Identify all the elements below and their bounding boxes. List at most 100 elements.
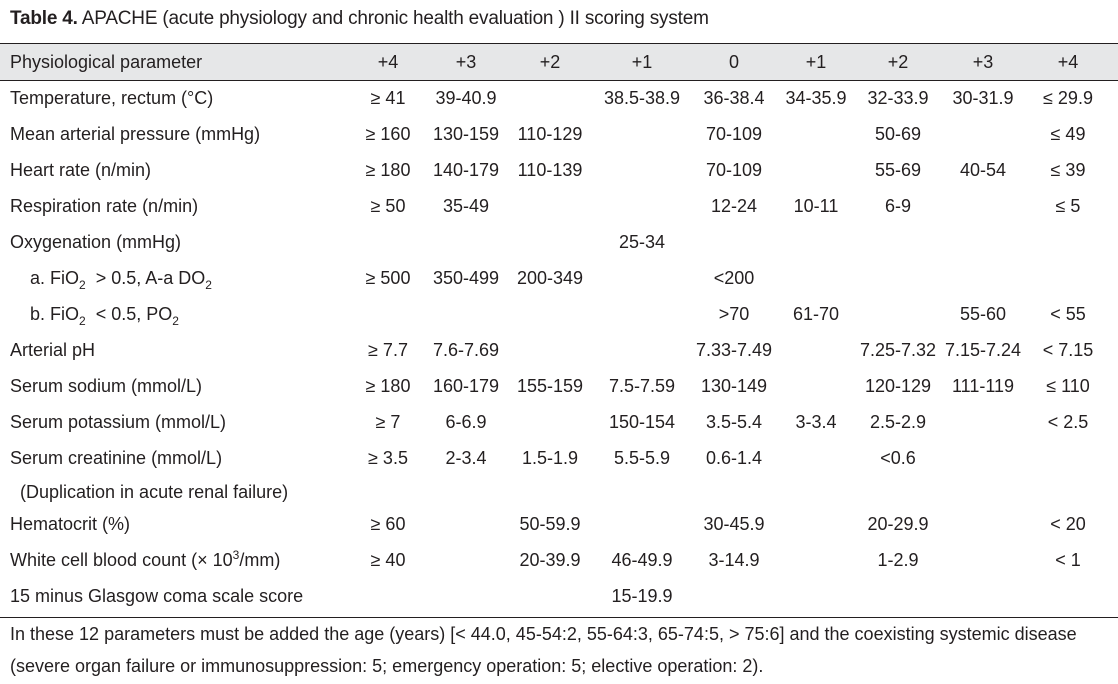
score-cell-plus2-high: 200-349 [516, 268, 584, 288]
bottom-rule [0, 617, 1118, 618]
score-cell-plus4-high: ≥ 500 [365, 268, 411, 288]
score-cell-plus2-high: 155-159 [516, 376, 584, 396]
table-row: Heart rate (n/min) ≥ 180 140-179 110-139 70-… [0, 152, 1118, 188]
score-cell-plus4-low: < 7.15 [1042, 340, 1094, 360]
score-cell-plus3-high: 2-3.4 [445, 448, 487, 468]
score-cell-zero: 12-24 [710, 196, 758, 216]
header-cell-plus4-high: +4 [377, 52, 399, 72]
header-cell-plus1-low: +1 [805, 52, 827, 72]
score-cell-plus4-low: < 1 [1055, 550, 1081, 570]
parameter-label: Mean arterial pressure (mmHg) [10, 124, 261, 144]
parameter-label: Temperature, rectum (°C) [10, 88, 214, 108]
score-cell-plus2-low: 55-69 [874, 160, 922, 180]
score-cell-plus3-low: 111-119 [951, 376, 1015, 396]
parameter-label: Serum potassium (mmol/L) [10, 412, 227, 432]
score-cell-zero: <200 [713, 268, 755, 288]
parameter-label: Arterial pH [10, 340, 96, 360]
parameter-label: a. FiO2 > 0.5, A-a DO2 [10, 268, 212, 292]
parameter-label: 15 minus Glasgow coma scale score [10, 586, 304, 606]
table-row: Mean arterial pressure (mmHg) ≥ 160 130-15… [0, 116, 1118, 152]
score-cell-plus1-low: 34-35.9 [785, 88, 847, 108]
score-cell-plus4-low: ≤ 5 [1055, 196, 1081, 216]
table-row: a. FiO2 > 0.5, A-a DO2 ≥ 500 350-499 200-34… [0, 260, 1118, 296]
score-cell-plus1-high: 150-154 [608, 412, 676, 432]
score-cell-plus2-low: 7.25-7.32 [859, 340, 937, 360]
score-cell-plus3-low: 55-60 [959, 304, 1007, 324]
parameter-label: White cell blood count (× 103/mm) [10, 548, 281, 570]
score-cell-zero: 7.33-7.49 [695, 340, 773, 360]
score-cell-plus2-low: 1-2.9 [877, 550, 919, 570]
score-cell-plus4-low: ≤ 110 [1046, 376, 1090, 396]
parameter-label: Serum creatinine (mmol/L) [10, 448, 223, 468]
header-cell-plus2-high: +2 [539, 52, 561, 72]
score-cell-zero: 0.6-1.4 [705, 448, 763, 468]
score-cell-plus4-high: ≥ 180 [365, 376, 411, 396]
table-row: Arterial pH ≥ 7.7 7.6-7.69 7.33-7.49 7.25-7.… [0, 332, 1118, 368]
score-cell-plus3-high: 39-40.9 [435, 88, 497, 108]
parameter-label: Hematocrit (%) [10, 514, 131, 534]
parameter-label: b. FiO2 < 0.5, PO2 [10, 304, 179, 328]
score-cell-plus1-low: 3-3.4 [795, 412, 837, 432]
table-footnote: In these 12 parameters must be added the… [10, 624, 1077, 676]
score-cell-plus4-high: ≥ 41 [370, 88, 406, 108]
table-row: Respiration rate (n/min) ≥ 50 35-49 12-24 10… [0, 188, 1118, 224]
header-cell-plus3-high: +3 [455, 52, 477, 72]
score-cell-plus3-low: 7.15-7.24 [944, 340, 1022, 360]
score-cell-plus1-low: 10-11 [793, 196, 839, 216]
header-rule [0, 80, 1118, 81]
score-cell-plus1-high: 25-34 [618, 232, 666, 252]
parameter-label: Heart rate (n/min) [10, 160, 152, 180]
table-row: 15 minus Glasgow coma scale score 15-19.9 [0, 578, 1118, 614]
table-row: Hematocrit (%) ≥ 60 50-59.9 30-45.9 20-29.9 <… [0, 506, 1118, 542]
score-cell-plus2-low: 2.5-2.9 [869, 412, 927, 432]
score-cell-plus3-high: 6-6.9 [445, 412, 487, 432]
header-row: Physiological parameter +4 +3 +2 +1 0 +1… [0, 44, 1118, 80]
table-row: Serum potassium (mmol/L) ≥ 7 6-6.9 150-154 3… [0, 404, 1118, 440]
score-cell-zero: 36-38.4 [703, 88, 765, 108]
score-cell-plus2-low: 32-33.9 [867, 88, 929, 108]
score-cell-plus2-high: 110-139 [517, 160, 583, 180]
score-cell-plus1-high: 15-19.9 [611, 586, 673, 606]
table-row: Serum sodium (mmol/L) ≥ 180 160-179 155-159… [0, 368, 1118, 404]
score-cell-plus4-high: ≥ 50 [370, 196, 406, 216]
header-cell-plus3-low: +3 [972, 52, 994, 72]
score-cell-plus4-high: ≥ 3.5 [368, 448, 408, 468]
score-cell-plus2-low: 50-69 [874, 124, 922, 144]
score-cell-plus2-low: 120-129 [864, 376, 932, 396]
table-row: White cell blood count (× 103/mm) ≥ 40 20-… [0, 542, 1118, 578]
score-cell-plus4-low: ≤ 39 [1050, 160, 1086, 180]
score-cell-plus1-low: 61-70 [792, 304, 840, 324]
score-cell-plus4-high: ≥ 7 [375, 412, 401, 432]
score-cell-plus2-high: 20-39.9 [519, 550, 581, 570]
score-cell-plus4-high: ≥ 7.7 [368, 340, 408, 360]
table-caption-label: Table 4. [10, 8, 78, 29]
score-cell-plus3-high: 140-179 [432, 160, 500, 180]
score-cell-zero: 70-109 [705, 160, 763, 180]
parameter-label: (Duplication in acute renal failure) [10, 482, 289, 502]
table-row: b. FiO2 < 0.5, PO2 >70 61-70 55-60 < 55 [0, 296, 1118, 332]
parameter-label: Serum sodium (mmol/L) [10, 376, 203, 396]
header-cell-plus2-low: +2 [887, 52, 909, 72]
score-cell-plus4-high: ≥ 180 [365, 160, 411, 180]
score-cell-plus1-high: 46-49.9 [611, 550, 673, 570]
header-cell-parameter: Physiological parameter [10, 52, 203, 72]
score-cell-plus2-low: <0.6 [880, 448, 916, 468]
parameter-label: Oxygenation (mmHg) [10, 232, 182, 252]
score-cell-plus2-high: 110-129 [517, 124, 583, 144]
score-cell-plus4-low: ≤ 29.9 [1043, 88, 1093, 108]
score-cell-plus4-low: < 20 [1050, 514, 1086, 534]
table-row: Serum creatinine (mmol/L) ≥ 3.5 2-3.4 1.5-1… [0, 440, 1118, 476]
score-cell-plus4-low: ≤ 49 [1050, 124, 1086, 144]
table-caption-text: APACHE (acute physiology and chronic hea… [77, 8, 709, 29]
score-cell-zero: 3.5-5.4 [705, 412, 763, 432]
score-cell-plus3-high: 160-179 [432, 376, 500, 396]
score-cell-plus2-high: 1.5-1.9 [521, 448, 579, 468]
score-cell-plus3-high: 35-49 [442, 196, 490, 216]
table-row: Oxygenation (mmHg) 25-34 [0, 224, 1118, 260]
score-cell-plus2-low: 20-29.9 [867, 514, 929, 534]
parameter-label: Respiration rate (n/min) [10, 196, 199, 216]
score-cell-plus3-low: 40-54 [959, 160, 1007, 180]
table-row: Temperature, rectum (°C) ≥ 41 39-40.9 38.5-… [0, 80, 1118, 116]
header-cell-plus4-low: +4 [1057, 52, 1079, 72]
score-cell-zero: 30-45.9 [703, 514, 765, 534]
